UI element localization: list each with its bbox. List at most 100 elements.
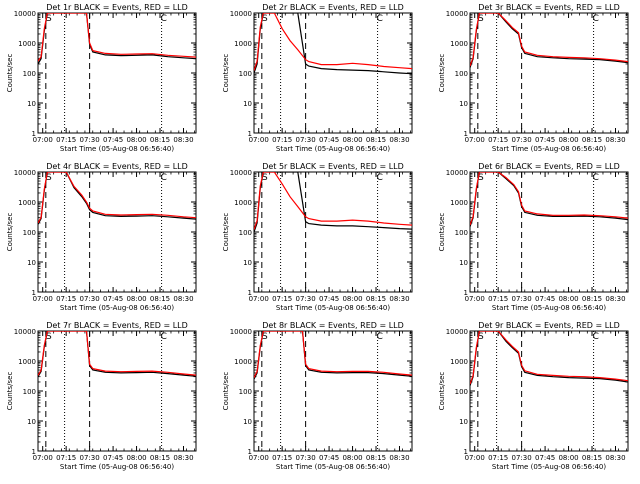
- y-tick-label: 10000: [14, 328, 36, 336]
- y-tick-label: 10: [243, 259, 252, 267]
- x-tick-label: 07:15: [56, 454, 76, 462]
- y-tick-label: 10: [27, 418, 36, 426]
- y-tick-label: 10: [27, 100, 36, 108]
- marker-c-label: C: [161, 332, 167, 342]
- y-tick-label: 1: [32, 289, 36, 297]
- x-tick-label: 07:15: [488, 136, 508, 144]
- x-tick-label: 07:15: [56, 295, 76, 303]
- y-axis-label: Counts/sec: [6, 372, 14, 411]
- plot-frame: [37, 12, 197, 134]
- y-tick-label: 1000: [18, 199, 36, 207]
- x-tick-label: 08:15: [366, 295, 386, 303]
- y-tick-label: 1: [248, 289, 252, 297]
- panel-title: Det 6r BLACK = Events, RED = LLD: [478, 162, 620, 171]
- y-axis-label: Counts/sec: [6, 213, 14, 252]
- lld-series-line: [254, 13, 412, 71]
- detector-panel-2: Det 2r BLACK = Events, RED = LLD 1 10 100 10…: [222, 3, 413, 153]
- x-tick-label: 07:00: [249, 295, 269, 303]
- x-tick-label: 08:00: [342, 454, 362, 462]
- y-tick-label: 10000: [14, 169, 36, 177]
- x-tick-label: 08:30: [389, 295, 409, 303]
- x-axis-label: Start Time (05-Aug-08 06:56:40): [60, 304, 174, 312]
- series-group: [38, 172, 196, 225]
- panel-title: Det 4r BLACK = Events, RED = LLD: [46, 162, 188, 171]
- x-tick-label: 07:15: [272, 136, 292, 144]
- lld-series-line: [470, 13, 628, 67]
- y-tick-label: 1: [464, 289, 468, 297]
- y-tick-label: 100: [23, 70, 36, 78]
- y-tick-label: 10000: [14, 10, 36, 18]
- series-group: [254, 13, 412, 75]
- y-tick-label: 10000: [446, 10, 468, 18]
- series-group: [38, 331, 196, 378]
- y-tick-label: 1000: [450, 199, 468, 207]
- x-tick-label: 07:00: [465, 454, 485, 462]
- marker-c-label: C: [593, 173, 599, 183]
- y-tick-label: 1: [248, 130, 252, 138]
- marker-s-label: S: [46, 173, 52, 183]
- marker-c-label: C: [161, 14, 167, 24]
- y-tick-label: 1000: [450, 358, 468, 366]
- plot-frame: [469, 12, 629, 134]
- x-tick-label: 07:30: [80, 136, 100, 144]
- detector-panel-8: Det 8r BLACK = Events, RED = LLD 1 10 100 10…: [222, 321, 413, 471]
- marker-c-label: C: [377, 332, 383, 342]
- y-tick-label: 10: [243, 418, 252, 426]
- x-axis-label: Start Time (05-Aug-08 06:56:40): [492, 463, 606, 471]
- events-series-line: [38, 172, 196, 225]
- x-tick-label: 08:15: [582, 295, 602, 303]
- events-series-line: [38, 13, 196, 65]
- plot-frame: [469, 330, 629, 452]
- panel-title: Det 2r BLACK = Events, RED = LLD: [262, 3, 404, 12]
- plot-frame: [37, 171, 197, 293]
- x-tick-label: 08:00: [342, 136, 362, 144]
- x-axis-label: Start Time (05-Aug-08 06:56:40): [492, 304, 606, 312]
- y-tick-label: 100: [455, 388, 468, 396]
- x-tick-label: 08:30: [173, 136, 193, 144]
- y-tick-label: 10000: [230, 10, 252, 18]
- x-tick-label: 08:00: [342, 295, 362, 303]
- x-axis-label: Start Time (05-Aug-08 06:56:40): [60, 145, 174, 153]
- y-tick-label: 100: [455, 229, 468, 237]
- detector-panel-5: Det 5r BLACK = Events, RED = LLD 1 10 100 10…: [222, 162, 413, 312]
- marker-s-label: S: [478, 332, 484, 342]
- x-tick-label: 07:45: [535, 136, 555, 144]
- marker-s-label: S: [46, 332, 52, 342]
- y-tick-label: 100: [239, 229, 252, 237]
- y-tick-label: 100: [239, 70, 252, 78]
- y-axis-label: Counts/sec: [222, 213, 230, 252]
- x-tick-label: 07:30: [512, 136, 532, 144]
- x-axis-label: Start Time (05-Aug-08 06:56:40): [276, 463, 390, 471]
- y-tick-label: 1: [464, 448, 468, 456]
- y-tick-label: 1: [32, 448, 36, 456]
- y-tick-label: 1000: [234, 199, 252, 207]
- x-tick-label: 07:45: [319, 295, 339, 303]
- x-tick-label: 07:00: [465, 295, 485, 303]
- x-tick-label: 07:00: [465, 136, 485, 144]
- x-axis-label: Start Time (05-Aug-08 06:56:40): [276, 145, 390, 153]
- series-group: [254, 331, 412, 380]
- x-tick-label: 07:30: [296, 454, 316, 462]
- y-axis-label: Counts/sec: [222, 372, 230, 411]
- x-tick-label: 08:00: [558, 295, 578, 303]
- lld-series-line: [38, 13, 196, 62]
- x-tick-label: 07:30: [296, 295, 316, 303]
- series-group: [38, 13, 196, 65]
- panel-title: Det 7r BLACK = Events, RED = LLD: [46, 321, 188, 330]
- series-group: [470, 13, 628, 68]
- x-tick-label: 07:15: [272, 295, 292, 303]
- x-tick-label: 07:45: [535, 454, 555, 462]
- x-tick-label: 08:15: [582, 136, 602, 144]
- marker-s-label: S: [478, 14, 484, 24]
- lld-series-line: [470, 331, 628, 385]
- x-tick-label: 07:00: [33, 295, 53, 303]
- plot-frame: [37, 330, 197, 452]
- x-tick-label: 07:45: [319, 136, 339, 144]
- marker-c-label: C: [377, 14, 383, 24]
- events-series-line: [254, 331, 412, 380]
- panel-title: Det 1r BLACK = Events, RED = LLD: [46, 3, 188, 12]
- x-tick-label: 08:30: [605, 136, 625, 144]
- y-tick-label: 10000: [230, 328, 252, 336]
